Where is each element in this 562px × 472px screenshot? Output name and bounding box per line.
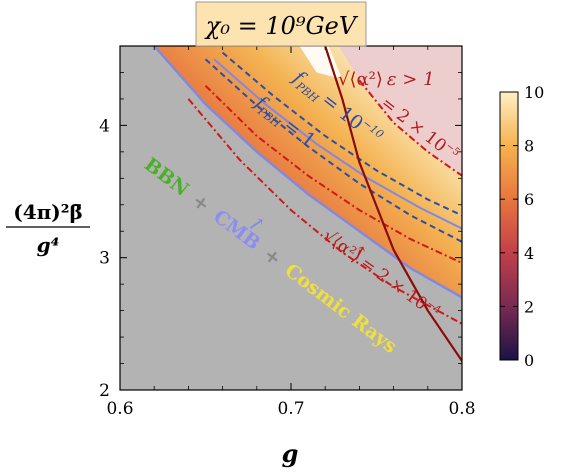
contour-4 <box>204 84 462 264</box>
x-tick-label: 0.6 <box>106 399 133 419</box>
y-axis-title-numerator: (4π)²β̄ <box>13 200 83 224</box>
y-axis-title-denominator: g⁴ <box>37 233 60 257</box>
contour-3 <box>358 79 462 177</box>
colorbar-ticks: 0 2 4 6 8 10 <box>500 83 544 370</box>
colorbar-tick-label: 4 <box>524 244 534 263</box>
x-tick-label: 0.8 <box>448 399 475 419</box>
chart-title: χ₀ = 10⁹GeV <box>204 12 359 40</box>
x-axis-title: g <box>282 439 299 468</box>
x-axis: 0.6 0.7 0.8 <box>106 46 476 419</box>
colorbar-tick-label: 10 <box>524 83 544 102</box>
x-tick-label: 0.7 <box>277 399 304 419</box>
contour-6 <box>324 46 462 362</box>
y-tick-label: 4 <box>99 116 110 136</box>
plot-area <box>120 46 462 390</box>
contour-solid-blue <box>213 58 462 230</box>
y-tick-label: 2 <box>99 381 110 401</box>
contour-5 <box>187 98 462 325</box>
colorbar: 0 2 4 6 8 10 <box>499 83 544 370</box>
y-axis-title: (4π)²β̄ g⁴ <box>6 200 90 257</box>
excluded-region-alpha-epsilon <box>325 46 462 176</box>
y-axis: 2 3 4 <box>99 72 462 401</box>
y-tick-label: 3 <box>99 249 110 269</box>
white-wedge <box>299 46 343 80</box>
title-box <box>195 1 367 47</box>
colorbar-tick-label: 6 <box>524 190 534 209</box>
contour-layer <box>153 46 462 362</box>
chart-title-text: χ₀ = 10⁹GeV <box>204 12 359 40</box>
colorbar-tick-label: 0 <box>524 351 534 370</box>
colorbar-gradient-rect <box>499 91 519 361</box>
excluded-region-boundary <box>153 46 462 299</box>
contour-0 <box>221 51 462 217</box>
colorbar-tick-label: 8 <box>524 137 534 156</box>
annotation-alpha-epsilon: √⟨α²⟩ ε > 1 <box>338 69 435 90</box>
colorbar-tick-label: 2 <box>524 297 534 316</box>
